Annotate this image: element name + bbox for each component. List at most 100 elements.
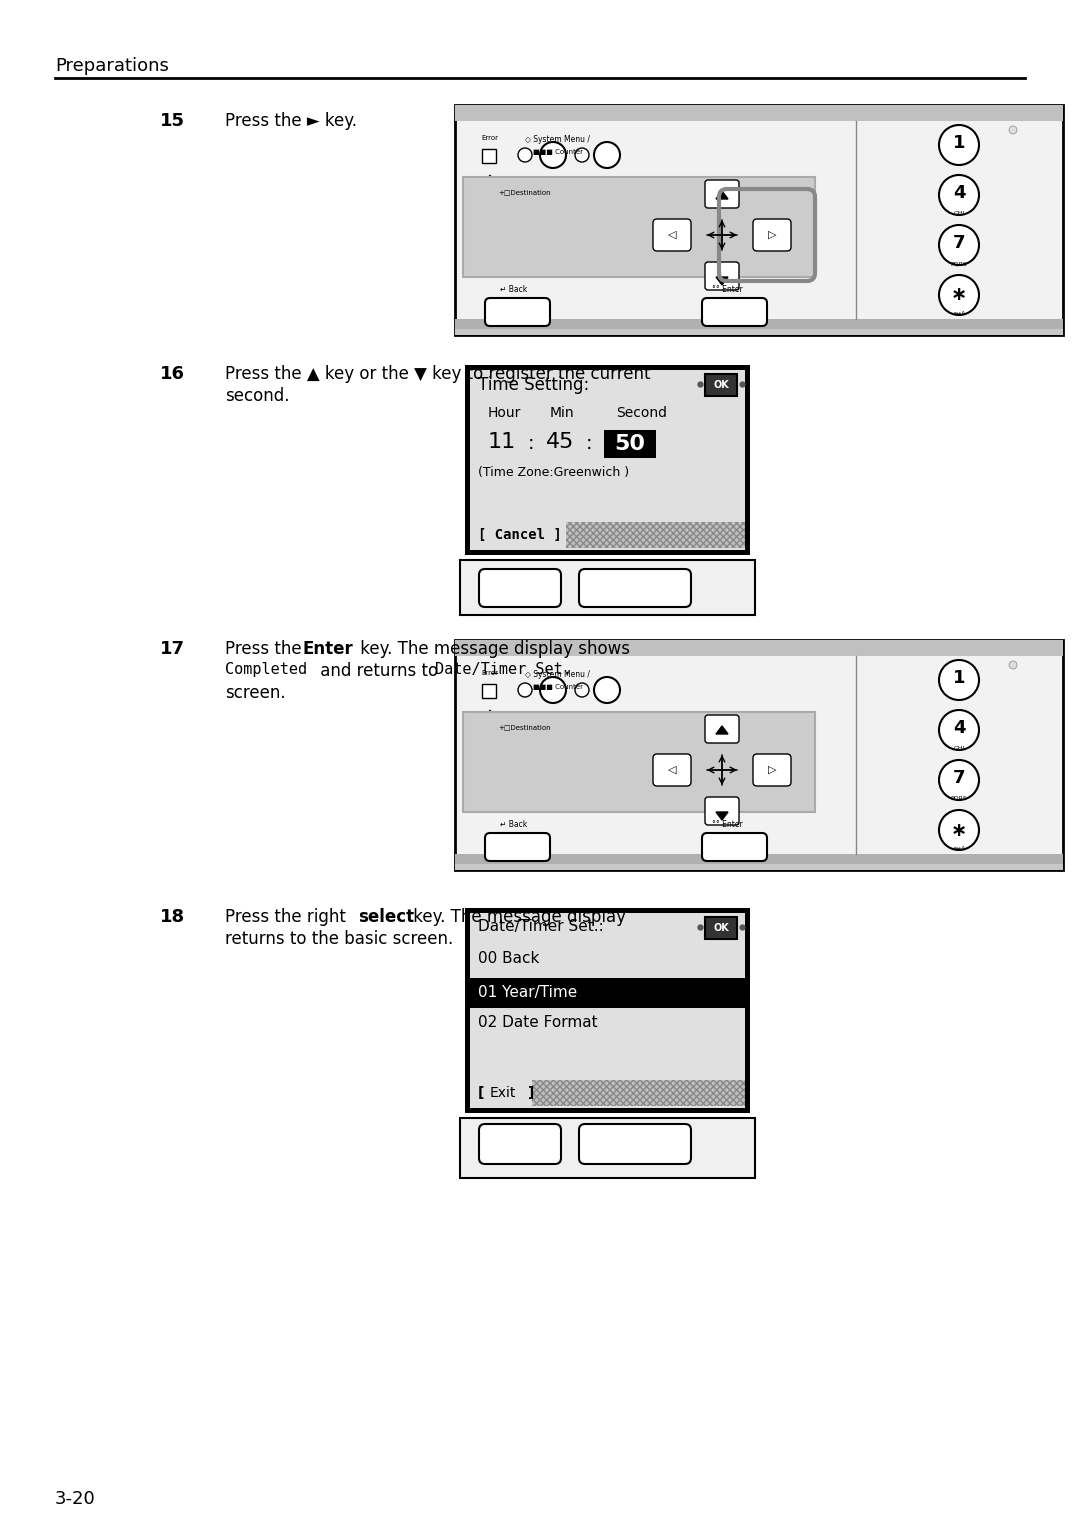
- Circle shape: [518, 683, 532, 697]
- Circle shape: [540, 142, 566, 168]
- Text: 4: 4: [953, 183, 966, 202]
- Bar: [470, 523, 745, 549]
- Text: ◁: ◁: [667, 766, 676, 775]
- Text: 00 Back: 00 Back: [478, 950, 539, 966]
- FancyBboxPatch shape: [485, 833, 550, 860]
- Circle shape: [939, 660, 978, 700]
- FancyBboxPatch shape: [753, 219, 791, 251]
- FancyBboxPatch shape: [705, 715, 739, 743]
- Bar: [604, 429, 656, 458]
- FancyBboxPatch shape: [579, 1125, 691, 1164]
- Polygon shape: [716, 726, 728, 733]
- Circle shape: [939, 125, 978, 165]
- Bar: [470, 978, 745, 1008]
- Circle shape: [1009, 662, 1017, 669]
- FancyBboxPatch shape: [653, 753, 691, 785]
- Text: ∗: ∗: [950, 821, 968, 839]
- Text: 15: 15: [160, 112, 185, 130]
- FancyBboxPatch shape: [705, 261, 739, 290]
- Polygon shape: [716, 811, 728, 821]
- Text: Press the ▲ key or the ▼ key to register the current: Press the ▲ key or the ▼ key to register…: [225, 365, 650, 384]
- Circle shape: [939, 176, 978, 215]
- Circle shape: [575, 683, 589, 697]
- Text: 7: 7: [953, 234, 966, 252]
- Text: 45: 45: [546, 432, 575, 452]
- Text: ↵ Back: ↵ Back: [500, 286, 527, 293]
- Bar: [532, 1080, 745, 1106]
- Text: [: [: [478, 1086, 484, 1100]
- Bar: [460, 559, 755, 614]
- Text: Second: Second: [616, 406, 667, 420]
- Text: ■■■ Counter: ■■■ Counter: [534, 150, 583, 154]
- Bar: [705, 917, 737, 940]
- Text: 01 Year/Time: 01 Year/Time: [478, 986, 577, 1001]
- Bar: [470, 914, 745, 1108]
- Text: key. The message display: key. The message display: [408, 908, 626, 926]
- Circle shape: [939, 810, 978, 850]
- FancyBboxPatch shape: [480, 1125, 561, 1164]
- Bar: [470, 1080, 745, 1106]
- Bar: [465, 908, 750, 1112]
- FancyBboxPatch shape: [705, 798, 739, 825]
- Text: ◇ System Menu /: ◇ System Menu /: [525, 134, 590, 144]
- Text: 17: 17: [160, 640, 185, 659]
- Circle shape: [518, 148, 532, 162]
- Text: ▷: ▷: [768, 766, 777, 775]
- Text: OK: OK: [713, 380, 729, 390]
- FancyBboxPatch shape: [705, 180, 739, 208]
- Text: Date/Timer Set.: Date/Timer Set.: [435, 662, 572, 677]
- Text: returns to the basic screen.: returns to the basic screen.: [225, 931, 454, 947]
- Bar: [455, 640, 1063, 869]
- Bar: [455, 105, 1063, 121]
- Text: PQRS: PQRS: [950, 796, 968, 801]
- FancyBboxPatch shape: [480, 568, 561, 607]
- Text: OK: OK: [713, 923, 729, 934]
- Text: 02 Date Format: 02 Date Format: [478, 1015, 597, 1030]
- Text: +□Destination: +□Destination: [498, 724, 551, 730]
- Circle shape: [939, 759, 978, 801]
- Polygon shape: [716, 191, 728, 199]
- Text: Error: Error: [482, 669, 499, 675]
- Circle shape: [1009, 125, 1017, 134]
- Text: a↔A: a↔A: [953, 847, 966, 851]
- Text: ■■■ Counter: ■■■ Counter: [534, 685, 583, 691]
- FancyBboxPatch shape: [753, 753, 791, 785]
- Bar: [463, 712, 815, 811]
- Bar: [470, 370, 745, 550]
- Circle shape: [939, 275, 978, 315]
- Bar: [482, 150, 496, 163]
- FancyBboxPatch shape: [579, 568, 691, 607]
- Text: Min: Min: [550, 406, 575, 420]
- Text: 7: 7: [953, 769, 966, 787]
- Text: Hour: Hour: [488, 406, 522, 420]
- Text: Completed: Completed: [225, 662, 307, 677]
- Bar: [455, 319, 1063, 329]
- Text: ]: ]: [528, 1086, 535, 1100]
- Text: :: :: [528, 434, 535, 452]
- FancyBboxPatch shape: [653, 219, 691, 251]
- Bar: [455, 329, 1063, 335]
- Text: ◇ System Menu /: ◇ System Menu /: [525, 669, 590, 678]
- Text: select: select: [357, 908, 414, 926]
- Text: a↔A: a↔A: [953, 312, 966, 316]
- Text: Press the right: Press the right: [225, 908, 351, 926]
- Text: 3-20: 3-20: [55, 1490, 96, 1508]
- Text: 1: 1: [953, 134, 966, 151]
- Circle shape: [939, 711, 978, 750]
- Bar: [705, 374, 737, 396]
- Text: key. The message display shows: key. The message display shows: [355, 640, 630, 659]
- Circle shape: [939, 225, 978, 264]
- Polygon shape: [481, 711, 499, 724]
- Text: Press the ► key.: Press the ► key.: [225, 112, 357, 130]
- Text: Time Setting:: Time Setting:: [478, 376, 590, 394]
- Text: GHI: GHI: [954, 746, 964, 750]
- Bar: [455, 854, 1063, 863]
- Text: Enter: Enter: [303, 640, 354, 659]
- Bar: [455, 863, 1063, 869]
- Text: 4: 4: [953, 720, 966, 736]
- Text: (Time Zone:Greenwich ): (Time Zone:Greenwich ): [478, 466, 630, 478]
- Text: and returns to: and returns to: [315, 662, 444, 680]
- Polygon shape: [481, 176, 499, 189]
- Text: ▷: ▷: [768, 231, 777, 240]
- Text: 50: 50: [615, 434, 646, 454]
